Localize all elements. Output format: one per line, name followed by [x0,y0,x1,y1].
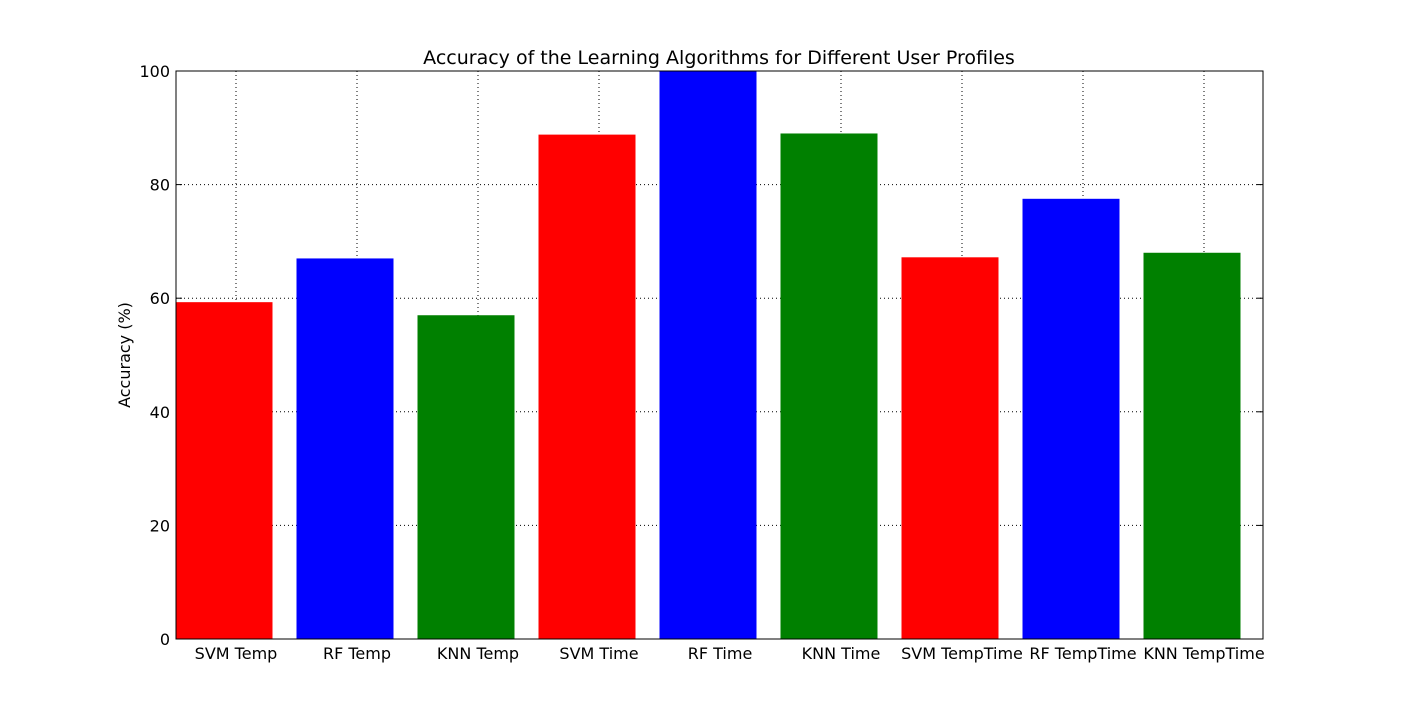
y-tick-labels: 0 20 40 60 80 100 [139,62,170,649]
bars [175,71,1241,640]
bar-rf-temptime [1022,198,1120,640]
bar-rf-temp [296,258,394,639]
x-tick-label: KNN Time [802,644,881,663]
y-tick-label: 100 [139,62,170,81]
chart-title: Accuracy of the Learning Algorithms for … [423,47,1015,69]
y-tick-label: 0 [160,630,170,649]
bar-svm-time [538,134,636,639]
bar-rf-time [659,71,757,639]
x-tick-label: SVM Time [559,644,638,663]
plot-frame [175,70,1264,640]
y-axis-label: Accuracy (%) [115,302,134,408]
bar-svm-temptime [901,257,999,639]
y-tick-label: 20 [150,516,170,535]
bar-knn-temptime [1143,252,1241,639]
bar-knn-time [780,133,878,640]
bar-knn-temp [417,315,515,639]
y-tick-label: 80 [150,176,170,195]
x-tick-labels: SVM Temp RF Temp KNN Temp SVM Time RF Time KN… [195,644,1265,663]
x-tick-label: RF Temp [323,644,391,663]
bar-svm-temp [175,302,273,639]
x-tick-label: SVM TempTime [901,644,1023,663]
x-tick-label: RF TempTime [1029,644,1136,663]
x-tick-label: KNN TempTime [1143,644,1264,663]
y-tick-label: 60 [150,289,170,308]
y-tick-label: 40 [150,403,170,422]
x-tick-label: RF Time [688,644,753,663]
x-tick-label: KNN Temp [437,644,519,663]
x-tick-label: SVM Temp [195,644,278,663]
